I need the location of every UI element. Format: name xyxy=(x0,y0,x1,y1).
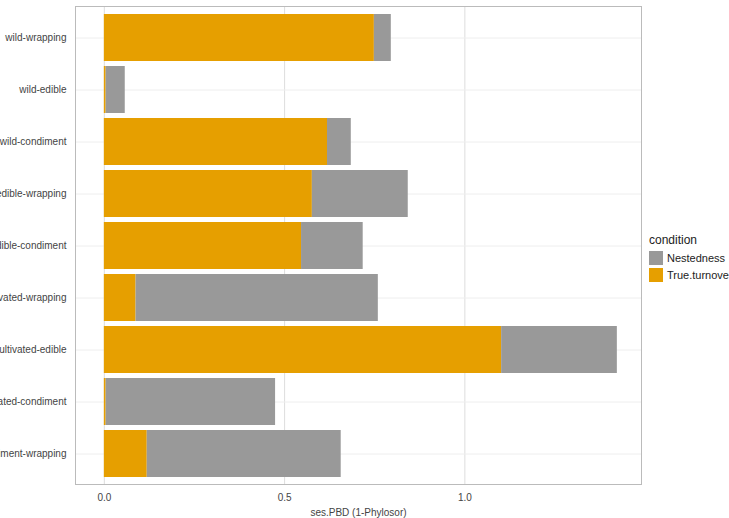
svg-text:ses.PBD (1-Phylosor): ses.PBD (1-Phylosor) xyxy=(310,507,406,518)
html-text:condition: condition xyxy=(649,233,697,247)
svg-text:1.0: 1.0 xyxy=(458,492,472,503)
svg-text:0.5: 0.5 xyxy=(278,492,292,503)
svg-text:wild-edible: wild-edible xyxy=(18,84,67,95)
svg-text:cultivated-condiment: cultivated-condiment xyxy=(0,396,67,407)
svg-text:cultivated-wrapping: cultivated-wrapping xyxy=(0,292,67,303)
svg-text:0.0: 0.0 xyxy=(97,492,111,503)
svg-text:wild-condiment: wild-condiment xyxy=(0,136,67,147)
svg-text:cultivated-edible: cultivated-edible xyxy=(0,344,67,355)
svg-text:edible-condiment: edible-condiment xyxy=(0,240,67,251)
svg-text:edible-wrapping: edible-wrapping xyxy=(0,188,67,199)
html-text:Nestedness: Nestedness xyxy=(667,252,726,264)
svg-text:condiment-wrapping: condiment-wrapping xyxy=(0,448,67,459)
svg-text:wild-wrapping: wild-wrapping xyxy=(4,32,66,43)
